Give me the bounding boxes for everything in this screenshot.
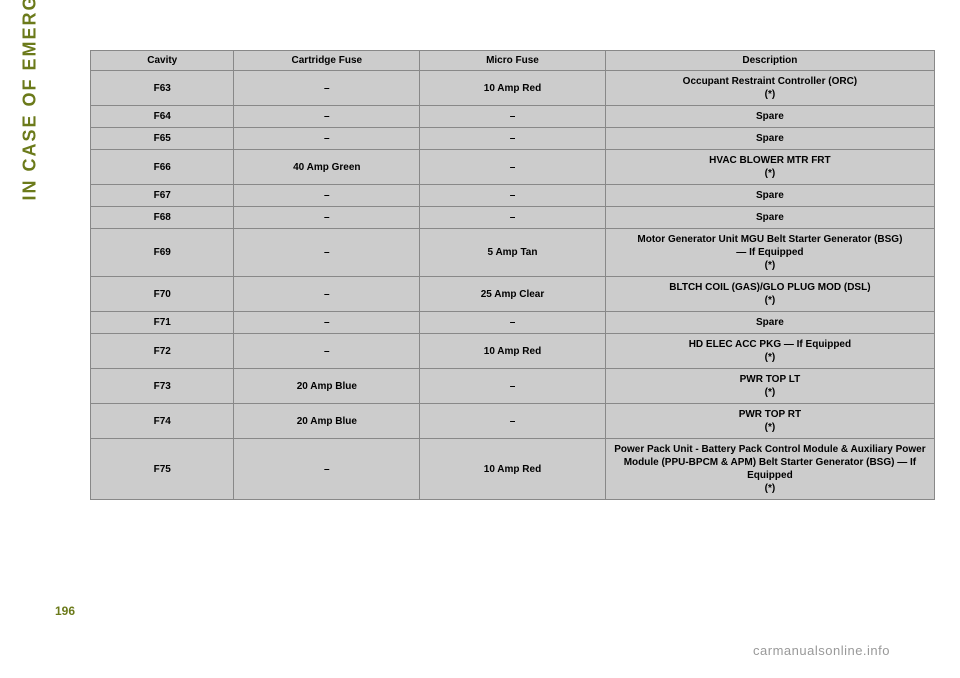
cell-micro: – — [420, 369, 606, 404]
cell-cartridge: – — [234, 277, 420, 312]
table-row: F72–10 Amp RedHD ELEC ACC PKG — If Equip… — [91, 334, 935, 369]
table-row: F7420 Amp Blue–PWR TOP RT(*) — [91, 404, 935, 439]
cell-cartridge: – — [234, 229, 420, 277]
cell-cavity: F68 — [91, 207, 234, 229]
cell-cavity: F70 — [91, 277, 234, 312]
cell-cavity: F74 — [91, 404, 234, 439]
cell-micro: 5 Amp Tan — [420, 229, 606, 277]
table-row: F75–10 Amp RedPower Pack Unit - Battery … — [91, 439, 935, 500]
cell-description: Power Pack Unit - Battery Pack Control M… — [605, 439, 934, 500]
cell-cartridge: 20 Amp Blue — [234, 404, 420, 439]
cell-description: Spare — [605, 312, 934, 334]
table-row: F65––Spare — [91, 128, 935, 150]
table-row: F68––Spare — [91, 207, 935, 229]
cell-description: Motor Generator Unit MGU Belt Starter Ge… — [605, 229, 934, 277]
table-body: F63–10 Amp RedOccupant Restraint Control… — [91, 71, 935, 500]
section-label: IN CASE OF EMERGENCY — [20, 0, 41, 201]
page-number: 196 — [55, 604, 75, 618]
cell-description: Occupant Restraint Controller (ORC)(*) — [605, 71, 934, 106]
header-micro: Micro Fuse — [420, 51, 606, 71]
cell-cavity: F67 — [91, 185, 234, 207]
cell-cavity: F73 — [91, 369, 234, 404]
cell-cartridge: – — [234, 71, 420, 106]
table-row: F71––Spare — [91, 312, 935, 334]
cell-cavity: F71 — [91, 312, 234, 334]
table-row: F7320 Amp Blue–PWR TOP LT(*) — [91, 369, 935, 404]
cell-cavity: F64 — [91, 106, 234, 128]
table-row: F69–5 Amp TanMotor Generator Unit MGU Be… — [91, 229, 935, 277]
cell-micro: – — [420, 128, 606, 150]
table-row: F70–25 Amp ClearBLTCH COIL (GAS)/GLO PLU… — [91, 277, 935, 312]
cell-micro: 10 Amp Red — [420, 439, 606, 500]
cell-micro: 10 Amp Red — [420, 71, 606, 106]
cell-description: PWR TOP RT(*) — [605, 404, 934, 439]
cell-micro: – — [420, 106, 606, 128]
cell-cavity: F63 — [91, 71, 234, 106]
cell-cartridge: 20 Amp Blue — [234, 369, 420, 404]
cell-cartridge: – — [234, 439, 420, 500]
table-row: F63–10 Amp RedOccupant Restraint Control… — [91, 71, 935, 106]
header-description: Description — [605, 51, 934, 71]
cell-description: Spare — [605, 185, 934, 207]
cell-description: Spare — [605, 128, 934, 150]
cell-cavity: F75 — [91, 439, 234, 500]
cell-cartridge: – — [234, 128, 420, 150]
cell-description: PWR TOP LT(*) — [605, 369, 934, 404]
table-header-row: Cavity Cartridge Fuse Micro Fuse Descrip… — [91, 51, 935, 71]
cell-cavity: F72 — [91, 334, 234, 369]
table-row: F67––Spare — [91, 185, 935, 207]
cell-cartridge: – — [234, 185, 420, 207]
fuse-table: Cavity Cartridge Fuse Micro Fuse Descrip… — [90, 50, 935, 500]
cell-cartridge: – — [234, 106, 420, 128]
cell-micro: – — [420, 207, 606, 229]
cell-description: BLTCH COIL (GAS)/GLO PLUG MOD (DSL)(*) — [605, 277, 934, 312]
cell-description: Spare — [605, 106, 934, 128]
header-cartridge: Cartridge Fuse — [234, 51, 420, 71]
header-cavity: Cavity — [91, 51, 234, 71]
cell-cartridge: – — [234, 207, 420, 229]
table-row: F6640 Amp Green–HVAC BLOWER MTR FRT(*) — [91, 150, 935, 185]
cell-micro: 10 Amp Red — [420, 334, 606, 369]
cell-description: Spare — [605, 207, 934, 229]
cell-cavity: F66 — [91, 150, 234, 185]
cell-micro: 25 Amp Clear — [420, 277, 606, 312]
cell-micro: – — [420, 404, 606, 439]
cell-cavity: F69 — [91, 229, 234, 277]
cell-cavity: F65 — [91, 128, 234, 150]
cell-micro: – — [420, 312, 606, 334]
cell-micro: – — [420, 150, 606, 185]
table-row: F64––Spare — [91, 106, 935, 128]
cell-cartridge: – — [234, 334, 420, 369]
cell-micro: – — [420, 185, 606, 207]
cell-description: HVAC BLOWER MTR FRT(*) — [605, 150, 934, 185]
watermark: carmanualsonline.info — [753, 643, 890, 658]
cell-cartridge: – — [234, 312, 420, 334]
cell-description: HD ELEC ACC PKG — If Equipped(*) — [605, 334, 934, 369]
cell-cartridge: 40 Amp Green — [234, 150, 420, 185]
